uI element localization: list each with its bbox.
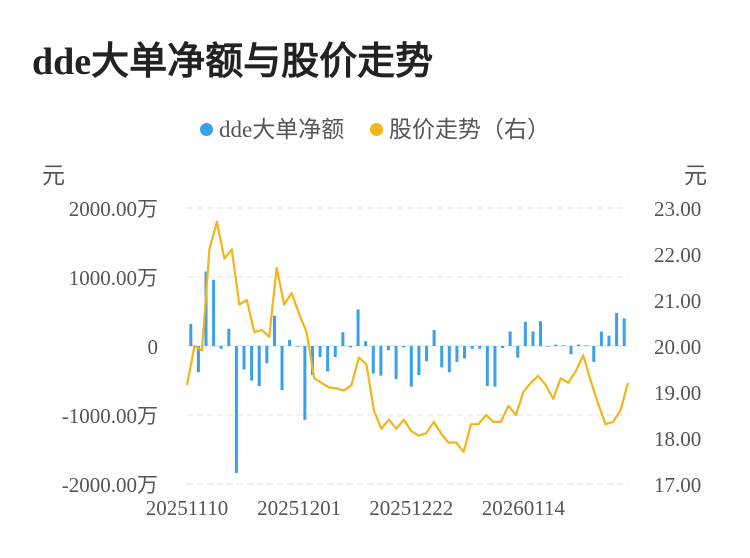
right-tick-label: 18.00 bbox=[654, 427, 701, 451]
x-tick-label: 20251222 bbox=[369, 496, 453, 520]
bar[interactable] bbox=[234, 346, 238, 473]
axis-labels: 2000.00万 1000.00万 0 -1000.00万 -2000.00万 23.00… bbox=[62, 197, 702, 520]
legend-item-dde[interactable]: dde大单净额 bbox=[200, 110, 344, 144]
bar[interactable] bbox=[379, 346, 383, 376]
right-tick-label: 23.00 bbox=[654, 197, 701, 221]
bar[interactable] bbox=[318, 346, 322, 358]
bar[interactable] bbox=[386, 346, 390, 351]
bar[interactable] bbox=[250, 346, 254, 381]
line-series bbox=[185, 220, 630, 453]
bar[interactable] bbox=[546, 346, 550, 347]
bar[interactable] bbox=[622, 318, 626, 346]
legend-label-price: 股价走势（右） bbox=[388, 117, 550, 142]
bar[interactable] bbox=[516, 346, 520, 358]
left-tick-label: -1000.00万 bbox=[62, 404, 158, 428]
bar[interactable] bbox=[417, 346, 421, 375]
bar[interactable] bbox=[501, 346, 505, 349]
bar[interactable] bbox=[447, 346, 451, 373]
bar[interactable] bbox=[440, 346, 444, 368]
bar[interactable] bbox=[371, 346, 375, 374]
x-tick-label: 20251110 bbox=[146, 496, 228, 520]
right-axis-unit: 元 bbox=[684, 163, 707, 188]
bar[interactable] bbox=[295, 346, 299, 347]
bar[interactable] bbox=[425, 346, 429, 362]
bar[interactable] bbox=[402, 346, 406, 348]
bar[interactable] bbox=[592, 346, 596, 362]
bar[interactable] bbox=[485, 346, 489, 387]
left-tick-label: -2000.00万 bbox=[62, 473, 158, 497]
left-tick-label: 0 bbox=[148, 335, 159, 359]
bar[interactable] bbox=[272, 315, 276, 346]
left-tick-label: 1000.00万 bbox=[69, 266, 158, 290]
x-tick-label: 20251201 bbox=[257, 496, 341, 520]
bar[interactable] bbox=[310, 346, 314, 375]
grid-lines bbox=[187, 207, 628, 485]
legend-item-price[interactable]: 股价走势（右） bbox=[369, 110, 550, 144]
bar[interactable] bbox=[280, 346, 284, 391]
right-tick-label: 22.00 bbox=[654, 243, 701, 267]
bar[interactable] bbox=[615, 312, 619, 346]
bar[interactable] bbox=[607, 335, 611, 346]
bar[interactable] bbox=[577, 344, 581, 346]
bar[interactable] bbox=[303, 346, 307, 420]
bar[interactable] bbox=[196, 346, 200, 373]
bar[interactable] bbox=[554, 344, 558, 346]
bar[interactable] bbox=[569, 346, 573, 355]
bar[interactable] bbox=[584, 345, 588, 346]
bar-series bbox=[189, 271, 626, 473]
bar[interactable] bbox=[189, 323, 193, 346]
bar[interactable] bbox=[333, 346, 337, 358]
bar[interactable] bbox=[288, 339, 292, 346]
bar[interactable] bbox=[409, 346, 413, 387]
bar[interactable] bbox=[493, 346, 497, 387]
bar[interactable] bbox=[561, 345, 565, 346]
bar[interactable] bbox=[432, 330, 436, 346]
right-tick-label: 17.00 bbox=[654, 473, 701, 497]
price-line[interactable] bbox=[185, 220, 630, 453]
right-tick-label: 20.00 bbox=[654, 335, 701, 359]
legend-dot-dde bbox=[200, 123, 214, 136]
x-tick-label: 20260114 bbox=[482, 496, 566, 520]
right-tick-label: 19.00 bbox=[654, 381, 701, 405]
bar[interactable] bbox=[463, 346, 467, 359]
left-axis-unit: 元 bbox=[42, 163, 65, 188]
bar[interactable] bbox=[219, 346, 223, 349]
bar[interactable] bbox=[478, 346, 482, 349]
bar[interactable] bbox=[364, 341, 368, 346]
bar[interactable] bbox=[539, 321, 543, 346]
bar[interactable] bbox=[341, 332, 345, 346]
bar[interactable] bbox=[470, 346, 474, 349]
bar[interactable] bbox=[523, 321, 527, 346]
bar[interactable] bbox=[356, 309, 360, 346]
bar[interactable] bbox=[257, 346, 261, 387]
bar[interactable] bbox=[326, 346, 330, 372]
bar[interactable] bbox=[212, 279, 216, 346]
bar[interactable] bbox=[394, 346, 398, 380]
left-tick-label: 2000.00万 bbox=[69, 197, 158, 221]
bar[interactable] bbox=[265, 346, 269, 364]
legend: dde大单净额 股价走势（右） bbox=[0, 110, 750, 144]
right-tick-label: 21.00 bbox=[654, 289, 701, 313]
bar[interactable] bbox=[242, 346, 246, 370]
bar[interactable] bbox=[348, 346, 352, 348]
bar[interactable] bbox=[508, 331, 512, 346]
bar[interactable] bbox=[531, 331, 535, 346]
chart-title: dde大单净额与股价走势 bbox=[32, 41, 434, 83]
legend-dot-price bbox=[369, 123, 383, 136]
bar[interactable] bbox=[455, 346, 459, 362]
bar[interactable] bbox=[599, 331, 603, 346]
bar[interactable] bbox=[227, 328, 231, 346]
legend-label-dde: dde大单净额 bbox=[219, 117, 345, 142]
